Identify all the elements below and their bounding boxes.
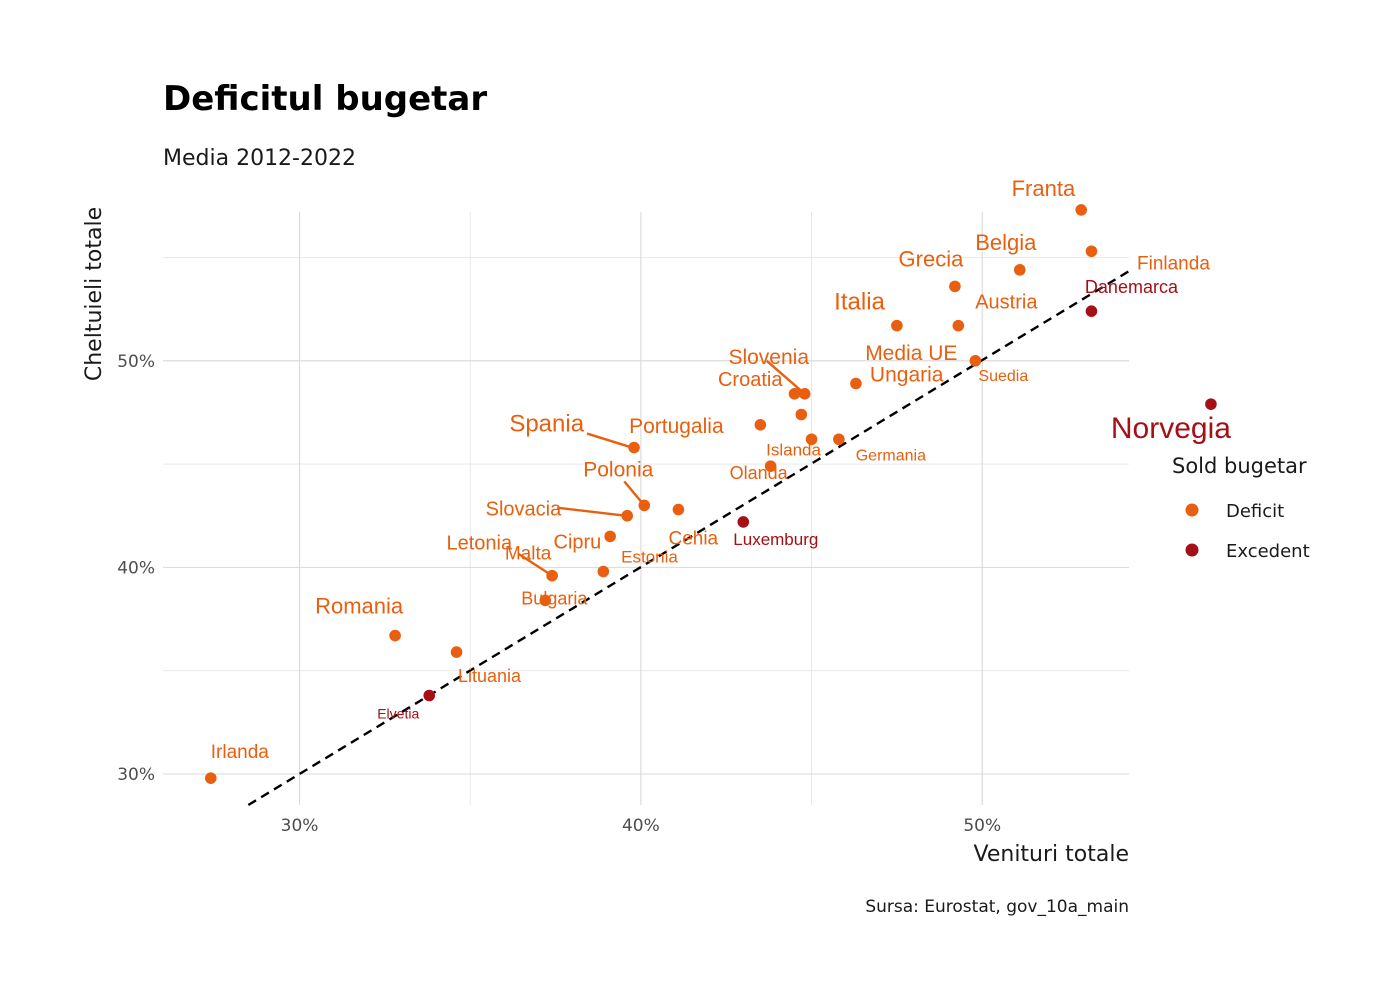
data-label-belgia: Belgia [975,230,1037,255]
y-tick-label: 30% [117,765,155,785]
data-label-estonia: Estonia [621,547,678,566]
data-point-malta [597,565,610,578]
data-point-croatia [788,388,801,400]
legend-swatch-excedent [1185,543,1199,557]
data-point-portugalia [754,419,767,431]
data-point-letonia [546,569,558,582]
leader-line-slovacia [557,506,626,517]
data-point-islanda [805,433,818,446]
data-point-cipru [672,503,685,516]
data-label-romania: Romania [315,594,404,619]
data-point-italia [891,319,903,332]
data-point-danemarca [1085,305,1098,317]
data-point-lituania [450,646,463,658]
data-point-franta [1075,204,1088,216]
data-label-islanda: Islanda [766,440,821,459]
grid-lines [163,212,1129,805]
data-label-polonia: Polonia [583,458,653,481]
leader-line-spania [586,432,633,449]
data-label-spania: Spania [509,411,584,438]
data-point-ungaria [850,377,862,390]
data-label-austria: Austria [975,292,1038,314]
data-label-slovenia: Slovenia [728,346,809,369]
reference-line-y-equals-x [247,268,1132,807]
chart-subtitle: Media 2012-2022 [163,146,356,171]
data-label-danemarca: Danemarca [1085,277,1179,297]
data-point-slovacia [621,509,634,522]
data-point-olanda [764,460,777,472]
data-point-norvegia [1205,398,1217,410]
y-axis-ticks: 30% 40% 50% [117,352,155,785]
data-point-polonia [638,499,651,512]
legend: Sold bugetar Deficit Excedent [1172,454,1310,562]
data-point-elvetia [423,689,436,702]
data-point-romania [389,629,401,642]
data-labels: Franta Finlanda Belgia Grecia Danemarca Austr… [211,176,1231,763]
data-label-olanda: Olanda [730,463,789,483]
x-tick-label: 40% [622,816,660,836]
data-label-slovacia: Slovacia [486,499,562,521]
data-label-italia: Italia [834,289,885,316]
data-point-belgia [1013,264,1026,276]
y-tick-label: 40% [117,558,155,578]
reference-line-layer [247,268,1132,807]
data-label-norvegia: Norvegia [1111,412,1231,445]
data-label-lituania: Lituania [458,666,522,686]
y-axis-title: Cheltuieli totale [82,207,107,381]
data-label-media-ue: Media UE [865,342,957,365]
leader-line-letonia [517,552,553,577]
data-point-media-ue [969,354,982,367]
data-label-franta: Franta [1012,176,1076,201]
data-label-suedia: Suedia [978,368,1028,385]
data-point-slovenia [798,388,811,400]
data-label-luxemburg: Luxemburg [733,530,818,549]
data-point-finlanda [1085,245,1098,258]
plot-area: Franta Finlanda Belgia Grecia Danemarca Austr… [163,176,1231,807]
data-point-cehia [795,408,808,421]
y-tick-label: 50% [117,352,155,372]
data-label-cipru: Cipru [554,532,602,554]
x-axis-ticks: 30% 40% 50% [281,816,1001,836]
data-label-malta: Malta [505,544,552,565]
data-label-letonia: Letonia [447,533,513,555]
legend-swatch-deficit [1185,503,1199,517]
data-point-estonia [604,530,616,543]
data-label-elvetia: Elvetia [377,705,419,721]
data-point-germania [833,433,845,446]
x-axis-title: Venituri totale [974,842,1130,867]
data-label-bulgaria: Bulgaria [521,588,588,608]
leader-line-slovenia [765,359,806,395]
data-point-grecia [949,280,961,293]
chart-title: Deficitul bugetar [163,79,487,119]
data-point-bulgaria [539,594,552,607]
data-label-finlanda: Finlanda [1137,253,1210,274]
legend-title: Sold bugetar [1172,454,1307,478]
data-point-spania [628,441,640,454]
data-point-irlanda [204,772,217,784]
data-label-grecia: Grecia [899,246,965,271]
chart-caption: Sursa: Eurostat, gov_10a_main [865,897,1129,917]
data-label-ungaria: Ungaria [870,363,944,386]
x-tick-label: 50% [963,816,1001,836]
data-point-austria [952,319,965,332]
data-points [204,204,1217,784]
data-label-cehia: Cehia [668,528,718,549]
x-tick-label: 30% [281,816,319,836]
data-label-croatia: Croatia [718,369,783,391]
legend-label-deficit: Deficit [1226,501,1284,522]
data-label-portugalia: Portugalia [629,415,724,438]
data-label-irlanda: Irlanda [211,742,270,763]
data-point-luxemburg [737,516,750,528]
legend-label-excedent: Excedent [1226,541,1310,562]
data-label-germania: Germania [856,447,926,464]
